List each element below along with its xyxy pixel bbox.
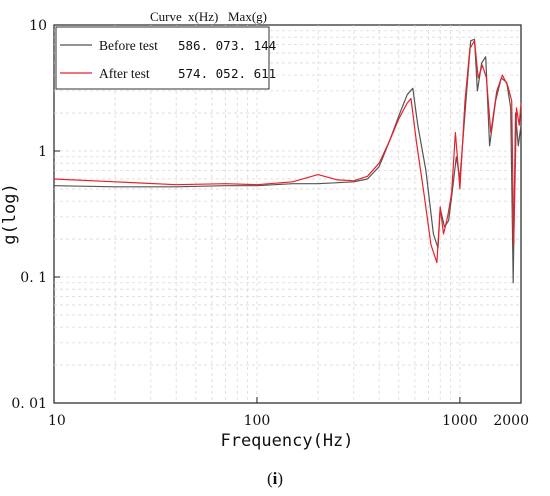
y-tick-label: 0. 1 [20, 270, 47, 286]
legend-peak-before: 586. 07 [178, 38, 231, 53]
legend-peak-after: 574. 05 [178, 66, 231, 81]
series-line-before-test [53, 38, 522, 284]
series-lines [53, 38, 522, 284]
ticks: 10 100 1000 2000 10 1 0. 1 0. 01 [11, 18, 529, 429]
series-line-after-test [53, 40, 522, 264]
caption-letter: i [273, 469, 278, 488]
legend-header-x: x(Hz) [188, 9, 218, 24]
y-tick-label: 0. 01 [11, 396, 47, 412]
legend-box [55, 26, 270, 90]
legend-label-before: Before test [99, 38, 158, 53]
legend-max-before: 3. 144 [231, 38, 276, 53]
x-tick-label: 100 [244, 413, 271, 429]
y-tick-label: 1 [38, 144, 47, 160]
caption-close: ) [277, 469, 283, 488]
legend-header-curve: Curve [150, 9, 182, 24]
figure-caption: (i) [267, 469, 283, 488]
x-tick-label: 10 [48, 413, 66, 429]
x-tick-label: 2000 [493, 413, 529, 429]
legend-header-max: Max(g) [228, 9, 267, 24]
y-tick-label: 10 [29, 18, 47, 34]
x-axis-title: Frequency(Hz) [220, 431, 353, 451]
legend: Curve x(Hz) Max(g) Before test 586. 07 3… [55, 9, 276, 90]
y-axis-title: g(log) [0, 183, 20, 244]
caption-open: ( [267, 469, 273, 488]
x-tick-label: 1000 [442, 413, 478, 429]
legend-max-after: 2. 611 [231, 66, 276, 81]
legend-label-after: After test [99, 66, 150, 81]
